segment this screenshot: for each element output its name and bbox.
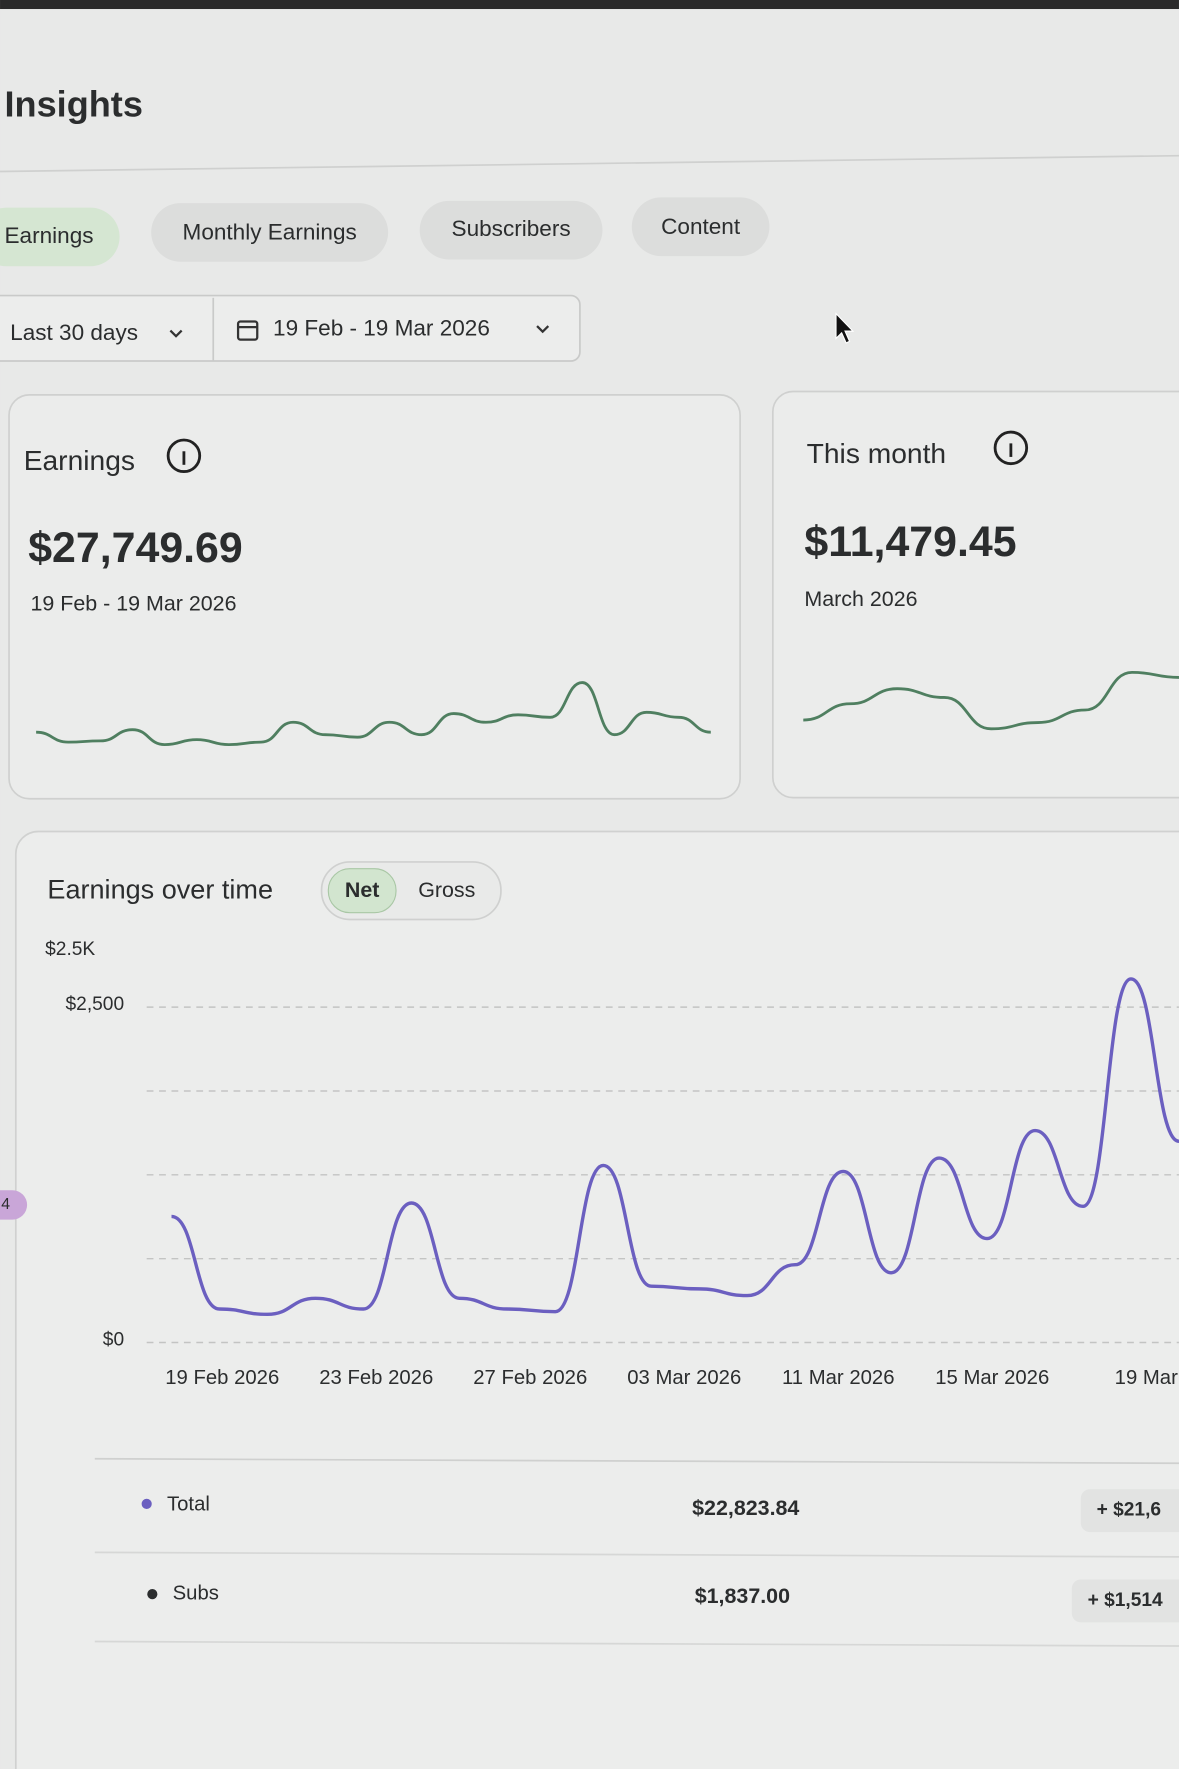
divider <box>0 154 1179 173</box>
x-tick-label: 11 Mar 2026 <box>782 1367 894 1389</box>
card-title: This month <box>807 437 946 469</box>
earnings-card <box>8 394 741 800</box>
x-tick-label: 27 Feb 2026 <box>473 1367 587 1389</box>
x-tick-label: 19 Mar <box>1115 1367 1178 1389</box>
top-bezel <box>0 0 1179 10</box>
side-badge-label: 4 <box>1 1196 10 1213</box>
card-caption: 19 Feb - 19 Mar 2026 <box>30 591 236 615</box>
tab[interactable] <box>151 203 389 262</box>
info-icon[interactable] <box>166 438 202 473</box>
separator <box>94 1551 1179 1558</box>
tab-active[interactable] <box>0 207 120 267</box>
tab[interactable]: Earnings <box>5 223 94 248</box>
tab[interactable]: Monthly Earnings <box>183 219 357 244</box>
x-tick-label: 03 Mar 2026 <box>627 1367 741 1389</box>
change-badge <box>1080 1489 1179 1533</box>
date-range[interactable]: 19 Feb - 19 Mar 2026 <box>273 315 490 340</box>
x-tick-label: 23 Feb 2026 <box>319 1367 433 1389</box>
page-title: Insights <box>5 84 143 125</box>
chevron <box>169 329 183 338</box>
axis-label: $2.5K <box>45 939 95 960</box>
legend-name: Subs <box>173 1582 219 1604</box>
chevron <box>536 325 550 334</box>
tab[interactable] <box>419 200 603 260</box>
change-badge <box>1071 1579 1179 1623</box>
separator <box>94 1640 1179 1647</box>
x-tick-label: 15 Mar 2026 <box>935 1367 1049 1389</box>
card-title: Earnings <box>24 444 135 476</box>
toggle-option[interactable]: Gross <box>418 878 475 902</box>
side-badge <box>0 1190 28 1220</box>
separator <box>94 1457 1179 1465</box>
x-tick-label: 19 Feb 2026 <box>165 1367 279 1389</box>
chart-card <box>14 830 1179 1769</box>
tab[interactable] <box>631 197 770 257</box>
series-line <box>171 977 1179 1317</box>
summary-change: + $21,6 <box>1097 1500 1161 1521</box>
chart-title: Earnings over time <box>47 873 273 904</box>
summary-change: + $1,514 <box>1088 1590 1163 1611</box>
card-caption: March 2026 <box>804 587 917 611</box>
summary-value: $22,823.84 <box>692 1496 799 1520</box>
y-tick-label: $2,500 <box>66 994 125 1015</box>
card-amount: $11,479.45 <box>804 518 1016 566</box>
y-tick-label: $0 <box>103 1329 124 1350</box>
card-amount: $27,749.69 <box>28 524 243 572</box>
chart-layer: $0 $2,500 19 Feb 2026 23 Feb 2026 27 Feb 202… <box>36 670 1179 1389</box>
tab[interactable]: Subscribers <box>452 216 571 241</box>
calendar-icon <box>236 320 259 341</box>
summary-value: $1,837.00 <box>695 1584 790 1608</box>
filter-box <box>0 294 581 362</box>
period-select[interactable]: Last 30 days <box>10 320 138 345</box>
info-icon[interactable] <box>993 430 1029 466</box>
tab[interactable]: Content <box>661 214 741 239</box>
legend-dot <box>141 1498 152 1509</box>
toggle-active[interactable] <box>327 868 397 914</box>
legend-dot <box>147 1589 158 1600</box>
cursor <box>835 312 855 344</box>
sparkline <box>36 681 711 747</box>
toggle-option[interactable]: Net <box>345 878 380 902</box>
sparkline <box>803 670 1179 731</box>
legend-name: Total <box>167 1493 210 1515</box>
